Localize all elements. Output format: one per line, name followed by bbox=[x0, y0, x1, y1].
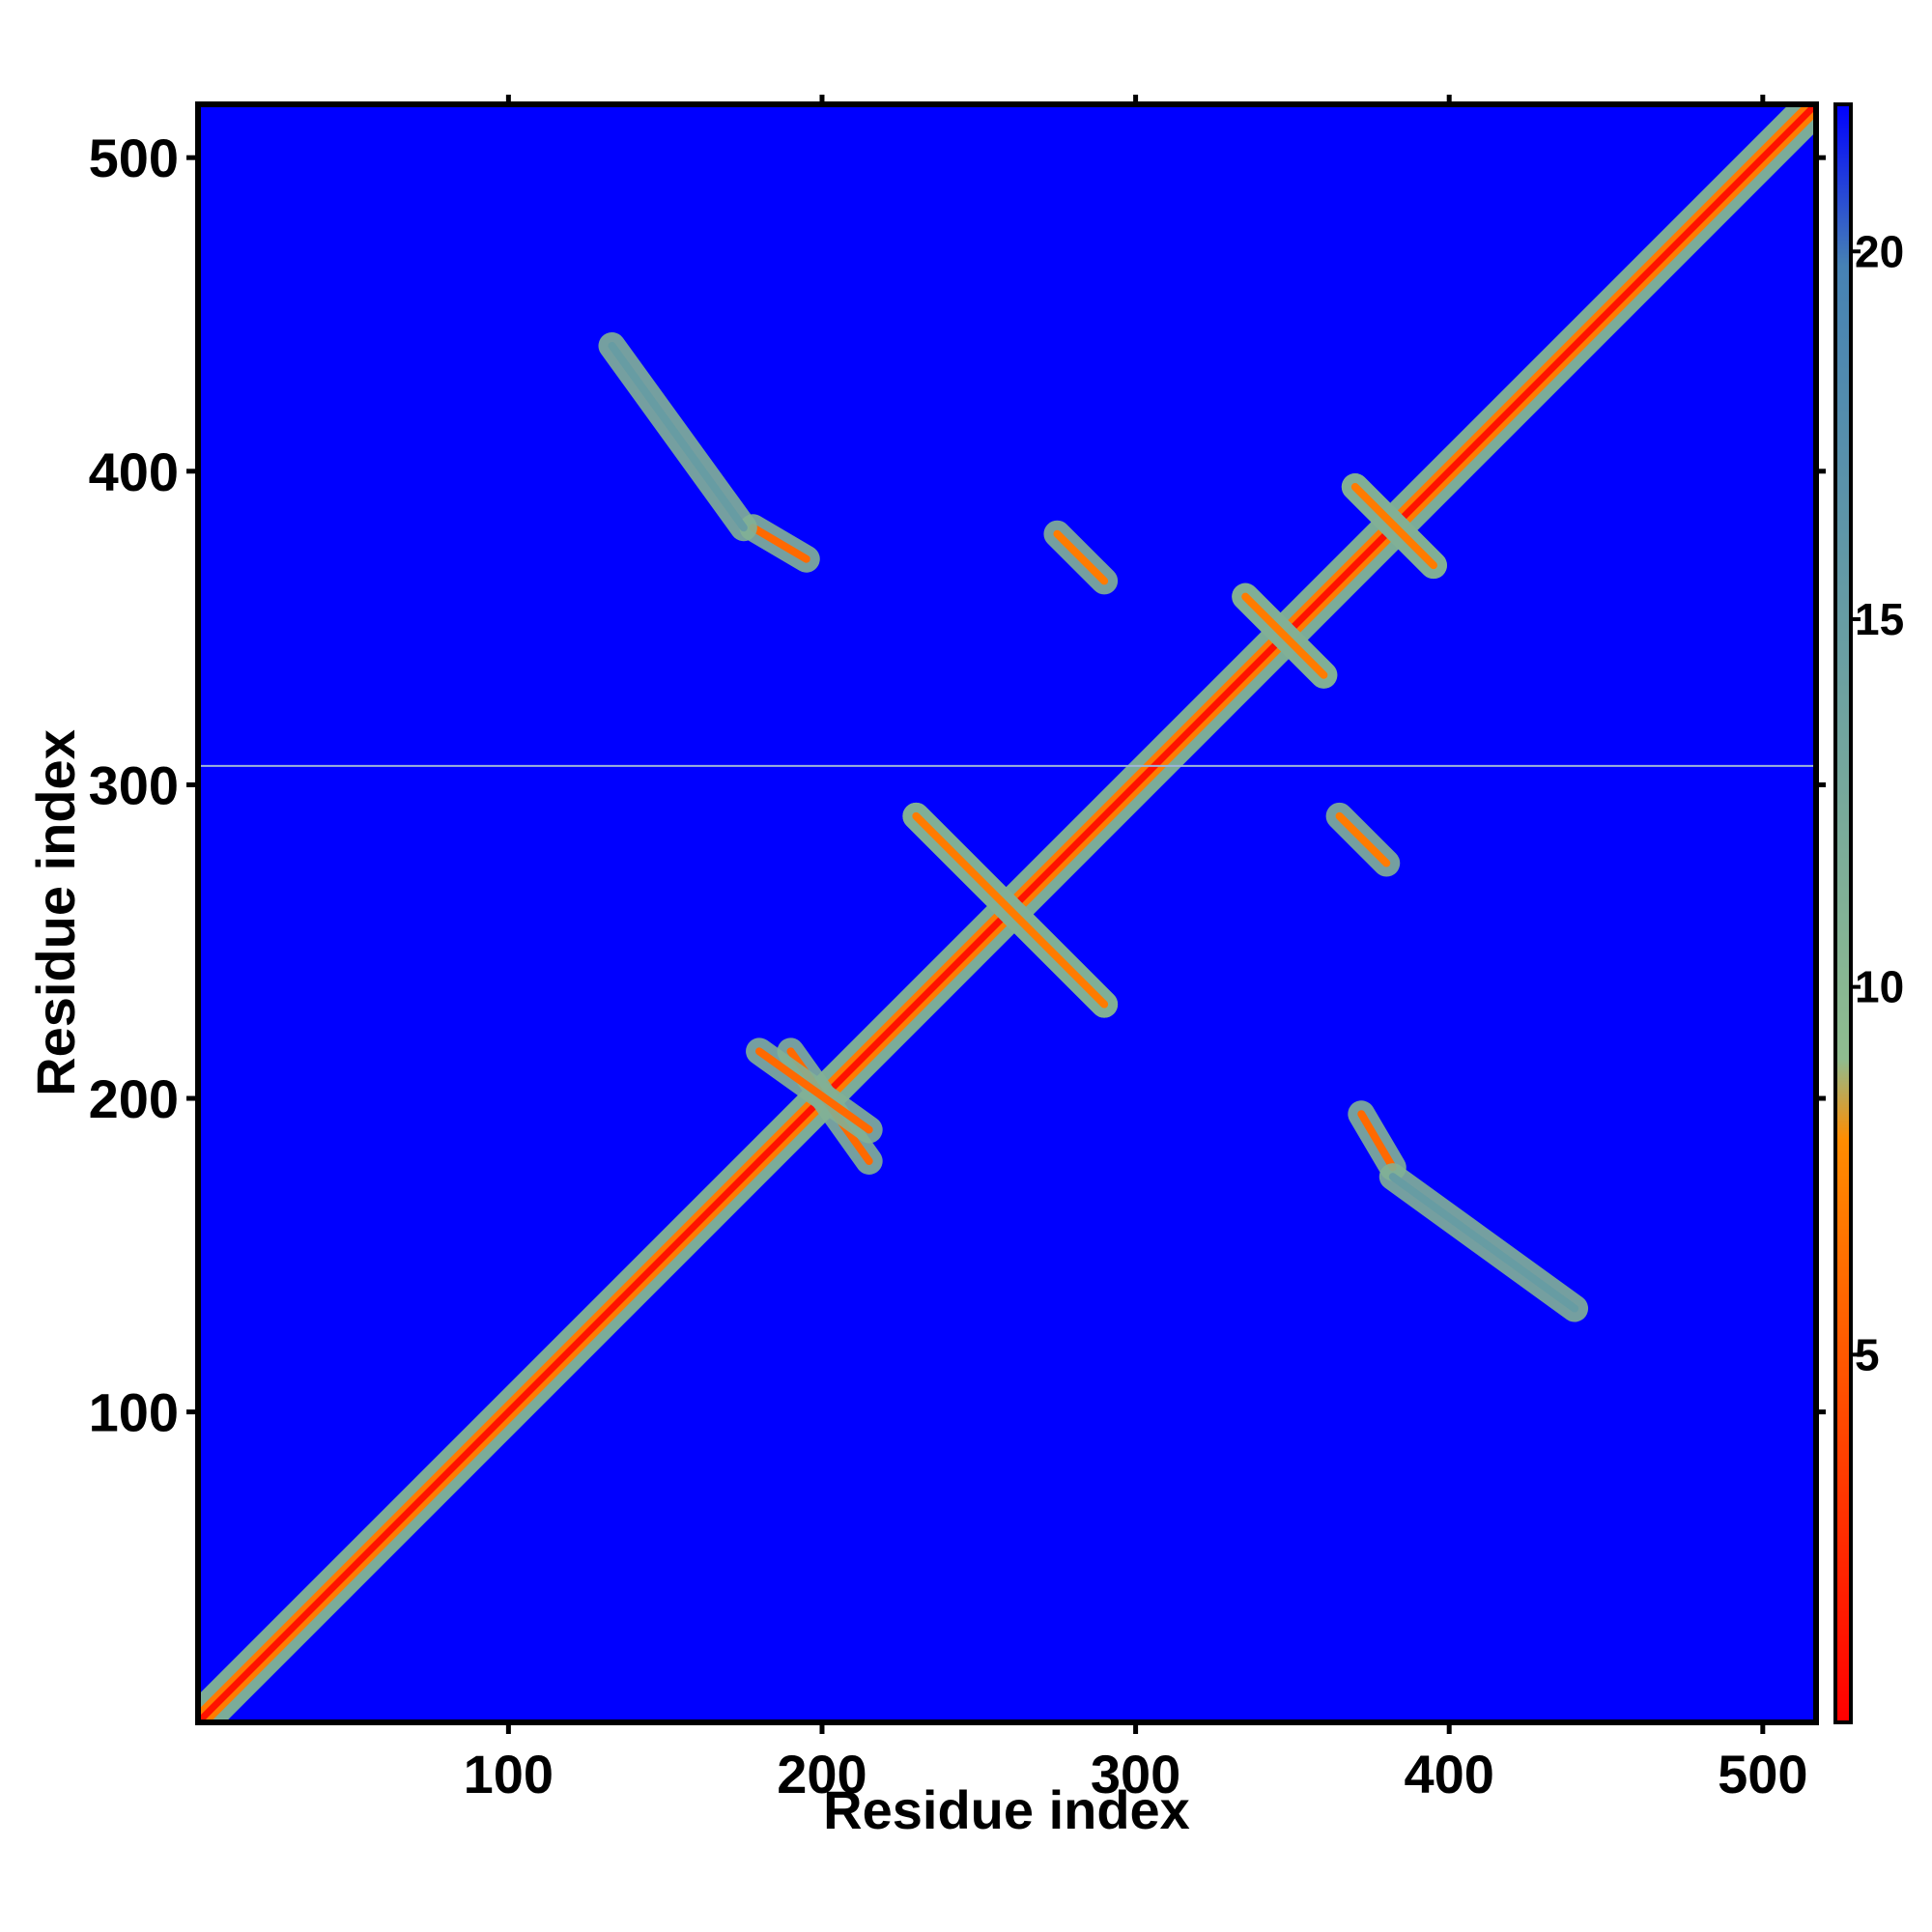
x-tick-label: 400 bbox=[1404, 1744, 1493, 1804]
contact-core-4-upper bbox=[1053, 529, 1109, 585]
x-tick-label: 200 bbox=[777, 1744, 867, 1804]
y-tick-label: 200 bbox=[89, 1068, 179, 1129]
plot-frame bbox=[195, 101, 1819, 1725]
y-tick-label: 400 bbox=[89, 441, 179, 502]
contact-core-2-lower bbox=[755, 1047, 873, 1134]
y-tick-label: 100 bbox=[89, 1382, 179, 1443]
y-tick-label: 500 bbox=[89, 128, 179, 188]
contact-core-4-lower bbox=[1335, 811, 1391, 867]
y-axis-title: Residue index bbox=[25, 729, 86, 1096]
contact-core-5-lower bbox=[1241, 592, 1328, 679]
colorbar-tick-label: 10 bbox=[1855, 962, 1904, 1012]
heatmap-plot-area bbox=[195, 101, 1819, 1725]
y-axis: 100 200 300 400 500 bbox=[89, 128, 1826, 1443]
colorbar-tick-label: 15 bbox=[1855, 594, 1904, 644]
colorbar-ticks: 5 10 15 20 bbox=[1851, 226, 1904, 1379]
x-tick-label: 100 bbox=[464, 1744, 554, 1804]
x-axis: 100 200 300 400 500 bbox=[464, 95, 1808, 1804]
contact-core-3-lower bbox=[912, 811, 1109, 1009]
heatmap-content bbox=[198, 104, 1816, 1722]
contact-core-0-upper bbox=[749, 524, 810, 563]
colorbar-gradient bbox=[1833, 102, 1853, 1724]
contact-core-1-upper bbox=[608, 341, 748, 532]
contact-core-0-lower bbox=[1357, 1110, 1397, 1172]
colorbar: 5 10 15 20 bbox=[1833, 102, 1904, 1724]
contact-core-1-lower bbox=[1388, 1173, 1579, 1313]
x-axis-title: Residue index bbox=[823, 1779, 1190, 1840]
colorbar-tick-label: 20 bbox=[1855, 226, 1904, 276]
colorbar-tick-label: 5 bbox=[1855, 1329, 1880, 1379]
x-tick-label: 300 bbox=[1091, 1744, 1180, 1804]
y-tick-label: 300 bbox=[89, 754, 179, 815]
contact-core-6-lower bbox=[1350, 483, 1437, 570]
x-tick-label: 500 bbox=[1718, 1744, 1807, 1804]
